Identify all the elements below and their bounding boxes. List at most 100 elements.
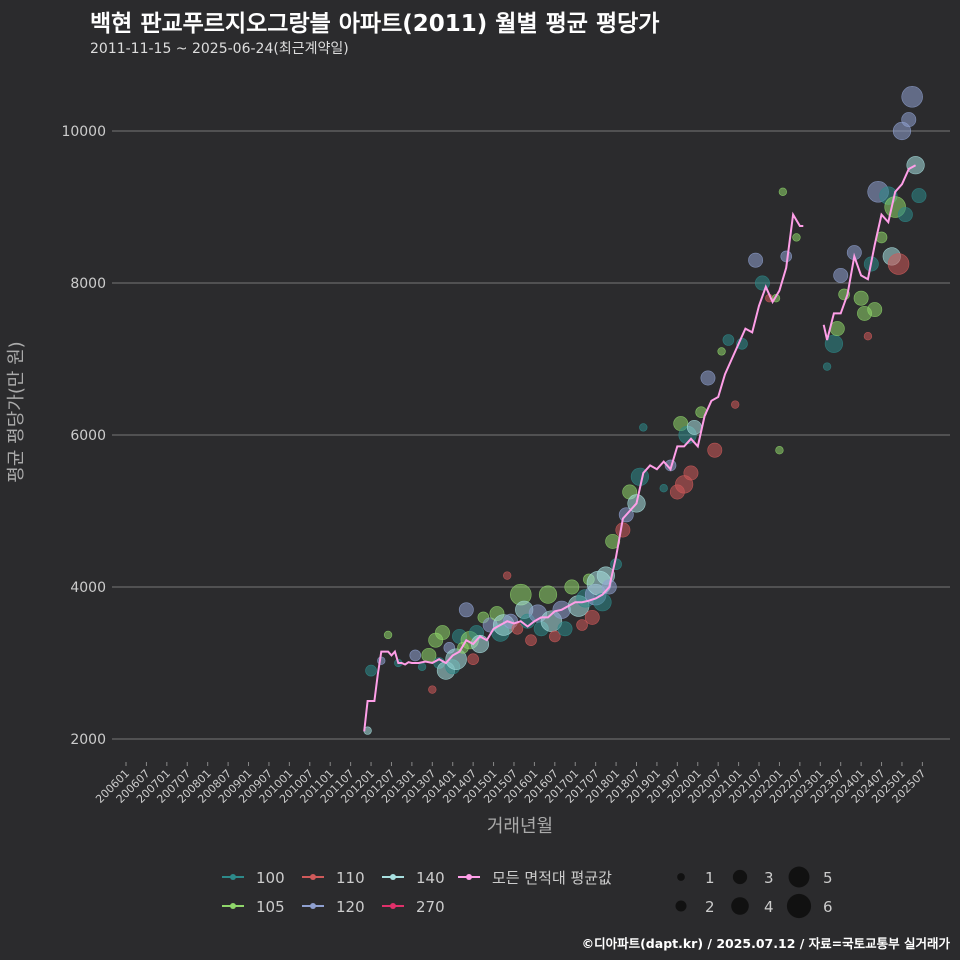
data-point: [445, 648, 467, 670]
legend-item-140: 140: [382, 869, 445, 887]
legend-size-label: 2: [705, 898, 715, 916]
data-point: [525, 634, 537, 647]
data-point: [778, 187, 787, 196]
legend-label: 120: [336, 898, 365, 916]
legend-size-dot: [731, 897, 749, 915]
legend-size-dot: [732, 869, 748, 885]
legend-size-label: 4: [764, 898, 774, 916]
data-point: [659, 484, 668, 493]
data-point: [897, 207, 913, 223]
data-point: [867, 302, 883, 318]
data-point: [584, 609, 600, 625]
data-point: [707, 442, 723, 458]
data-point: [731, 400, 740, 409]
data-point: [833, 267, 849, 283]
y-gridlines: [112, 130, 950, 740]
data-point: [503, 571, 512, 580]
legend-size-1: 1: [677, 869, 715, 887]
average-line-segment: [363, 211, 804, 732]
legend-label: 모든 면적대 평균값: [492, 869, 612, 887]
data-point: [683, 465, 699, 481]
chart-title: 백현 판교푸르지오그랑블 아파트(2011) 월별 평균 평당가: [90, 11, 660, 37]
y-tick-label: 2000: [70, 732, 106, 748]
data-point: [435, 625, 450, 641]
legend-label: 100: [256, 869, 285, 887]
data-point: [557, 621, 573, 637]
data-point: [792, 233, 801, 242]
data-point: [863, 332, 873, 341]
source-caption: ©디아파트(dapt.kr) / 2025.07.12 / 자료=국토교통부 실…: [581, 936, 950, 951]
data-point: [576, 619, 588, 631]
data-point: [748, 252, 764, 268]
data-point: [467, 653, 479, 666]
legend-key-dot: [230, 903, 236, 909]
legend: 100 105 110 120 140 270 모든 면적대 평균값 1 2 3 4 5 6: [222, 866, 833, 919]
data-point: [775, 446, 784, 455]
legend-size-label: 5: [823, 869, 833, 887]
legend-size-label: 1: [705, 869, 715, 887]
data-point: [458, 602, 474, 618]
legend-item-270: 270: [382, 898, 445, 916]
legend-size-label: 3: [764, 869, 774, 887]
legend-size-4: 4: [731, 897, 774, 916]
x-axis-label: 거래년월: [487, 816, 553, 837]
data-point: [549, 630, 561, 643]
legend-key-dot: [230, 874, 236, 880]
legend-key-dot: [390, 903, 396, 909]
data-point: [887, 253, 910, 275]
legend-item-110: 110: [302, 869, 365, 887]
legend-key-dot: [310, 874, 316, 880]
legend-item-120: 120: [302, 898, 365, 916]
chart-subtitle: 2011-11-15 ~ 2025-06-24(최근계약일): [90, 41, 349, 57]
legend-label: 140: [416, 869, 445, 887]
data-point: [901, 86, 923, 108]
data-point: [538, 585, 558, 604]
legend-label: 110: [336, 869, 365, 887]
data-point: [564, 579, 580, 595]
legend-size-5: 5: [788, 866, 833, 888]
legend-size-6: 6: [786, 893, 833, 919]
legend-size-dot: [788, 866, 810, 888]
data-point: [717, 347, 726, 356]
legend-key-dot: [466, 874, 472, 880]
data-point: [901, 112, 917, 128]
legend-size-dot: [675, 900, 687, 912]
data-point: [700, 370, 716, 386]
data-point: [365, 664, 377, 677]
legend-size-dot: [677, 873, 685, 881]
y-tick-label: 4000: [70, 580, 106, 596]
data-point: [421, 647, 437, 663]
legend-label: 105: [256, 898, 285, 916]
average-line: [363, 164, 917, 732]
data-point: [686, 419, 702, 435]
legend-size-dot: [786, 893, 812, 919]
legend-item-avg: 모든 면적대 평균값: [458, 869, 612, 887]
data-point: [639, 423, 648, 432]
data-point: [911, 188, 927, 204]
y-tick-label: 6000: [70, 428, 106, 444]
legend-label: 270: [416, 898, 445, 916]
legend-key-dot: [310, 903, 316, 909]
data-point: [409, 649, 422, 662]
data-point: [417, 662, 427, 671]
legend-size-2: 2: [675, 898, 715, 916]
legend-item-105: 105: [222, 898, 285, 916]
legend-size-label: 6: [823, 898, 833, 916]
data-points: [363, 86, 927, 735]
data-point: [383, 630, 393, 640]
y-tick-label: 8000: [70, 276, 106, 292]
legend-item-100: 100: [222, 869, 285, 887]
data-point: [593, 593, 612, 612]
average-line-segment: [822, 164, 917, 341]
data-point: [822, 362, 832, 371]
legend-size-3: 3: [732, 869, 774, 887]
y-tick-labels: 2000 4000 6000 8000 10000: [61, 124, 106, 748]
data-point: [722, 334, 735, 346]
legend-key-dot: [390, 874, 396, 880]
data-point: [428, 685, 437, 694]
data-point: [615, 522, 631, 538]
y-axis-label: 평균 평당가(만 원): [6, 341, 27, 482]
y-tick-label: 10000: [61, 124, 106, 140]
data-point: [853, 290, 869, 306]
x-tick-labels: 2006012006072007012007072008012008072009…: [93, 762, 929, 806]
